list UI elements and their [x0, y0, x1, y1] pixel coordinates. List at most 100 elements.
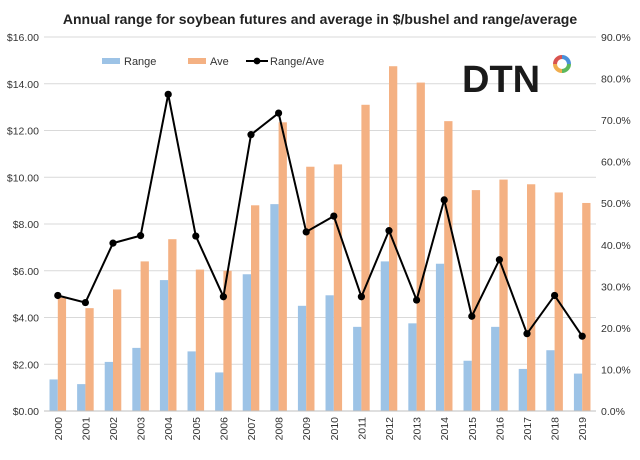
line-point — [302, 228, 310, 236]
bar-ave — [57, 297, 67, 411]
bar-ave — [416, 82, 425, 412]
bar-ave — [582, 202, 591, 411]
bar-range — [104, 361, 113, 411]
line-point — [495, 256, 503, 264]
line-point — [330, 212, 338, 220]
bar-ave — [85, 308, 94, 411]
line-point — [275, 109, 283, 117]
y-right-tick-label: 20.0% — [601, 323, 631, 335]
legend-swatch — [102, 58, 120, 64]
bar-range — [215, 372, 224, 411]
x-tick-label: 2014 — [439, 417, 451, 441]
line-point — [413, 296, 421, 304]
x-tick-label: 2012 — [384, 417, 396, 441]
line-point — [247, 131, 255, 139]
line-point — [137, 232, 145, 240]
x-tick-label: 2008 — [274, 417, 286, 441]
x-tick-label: 2002 — [108, 417, 120, 441]
y-left-tick-label: $14.00 — [7, 79, 39, 91]
y-right-tick-label: 40.0% — [601, 240, 631, 252]
bar-ave — [278, 122, 287, 411]
bar-range — [77, 384, 86, 411]
x-tick-label: 2010 — [329, 417, 341, 441]
bar-ave — [251, 205, 260, 411]
x-tick-label: 2009 — [301, 417, 313, 441]
line-point — [357, 293, 365, 301]
y-right-tick-label: 80.0% — [601, 74, 631, 86]
line-point — [54, 291, 62, 300]
y-left-tick-label: $6.00 — [13, 266, 39, 278]
bar-range — [49, 379, 58, 411]
x-tick-label: 2003 — [136, 417, 148, 441]
legend-label: Range — [124, 56, 156, 68]
bar-range — [297, 305, 307, 411]
bar-range — [546, 350, 555, 411]
bar-range — [132, 347, 141, 411]
bar-range — [491, 326, 500, 411]
legend-label: Range/Ave — [270, 56, 324, 68]
y-left-tick-label: $0.00 — [13, 406, 39, 418]
bar-range — [270, 204, 279, 411]
bar-range — [573, 373, 583, 411]
line-point — [440, 196, 448, 204]
line-point — [219, 293, 227, 301]
bar-ave — [306, 166, 315, 411]
logo-ring-segment — [561, 55, 571, 65]
line-point — [81, 298, 89, 307]
line-point — [468, 312, 476, 320]
logo-ring-segment — [561, 63, 571, 73]
axes-layer: $0.00 $2.00 $4.00 $6.00 $8.00 $10.00 $12.00 $14… — [7, 32, 631, 440]
legend-marker — [253, 57, 261, 65]
bar-range — [242, 274, 251, 411]
x-tick-label: 2007 — [246, 417, 258, 441]
y-left-tick-label: $8.00 — [13, 219, 39, 231]
bar-ave — [333, 164, 343, 411]
y-right-tick-label: 30.0% — [601, 281, 631, 293]
x-tick-label: 2015 — [467, 417, 479, 441]
bar-ave — [444, 121, 453, 412]
y-right-tick-label: 70.0% — [601, 115, 631, 127]
chart-title: Annual range for soybean futures and ave… — [63, 11, 577, 27]
bar-ave — [471, 190, 481, 411]
bar-range — [325, 295, 334, 411]
bar-range — [159, 280, 169, 411]
x-tick-label: 2016 — [494, 417, 506, 441]
y-left-tick-label: $2.00 — [13, 359, 39, 371]
line-point — [385, 227, 393, 235]
x-tick-label: 2001 — [80, 417, 92, 441]
line-point — [551, 291, 559, 300]
y-left-tick-label: $16.00 — [7, 32, 39, 44]
legend-swatch — [188, 58, 206, 64]
line-layer — [54, 90, 586, 340]
y-right-tick-label: 0.0% — [601, 406, 625, 418]
bar-range — [518, 368, 527, 411]
bar-range — [380, 261, 389, 411]
dtn-logo: DTN — [462, 55, 571, 101]
bar-range — [435, 263, 445, 411]
bar-ave — [140, 261, 149, 411]
bar-range — [463, 360, 472, 411]
bar-ave — [113, 289, 122, 411]
bars-layer — [49, 66, 591, 412]
bar-range — [187, 351, 196, 411]
grid-lines — [44, 36, 596, 365]
x-tick-label: 2000 — [53, 417, 65, 441]
line-point — [192, 232, 200, 240]
bar-ave — [499, 179, 508, 411]
y-right-tick-label: 50.0% — [601, 198, 631, 210]
legend-label: Ave — [210, 56, 229, 68]
y-left-tick-label: $12.00 — [7, 126, 39, 138]
logo-ring-segment — [553, 55, 563, 65]
x-tick-label: 2004 — [163, 417, 175, 441]
line-range-ave — [57, 94, 584, 337]
y-right-tick-label: 10.0% — [601, 364, 631, 376]
x-tick-label: 2013 — [412, 417, 424, 441]
line-point — [523, 330, 531, 338]
bar-ave — [195, 269, 205, 411]
dtn-logo-text: DTN — [462, 59, 540, 101]
x-tick-label: 2017 — [522, 417, 534, 441]
bar-ave — [527, 184, 536, 411]
x-tick-label: 2005 — [191, 417, 203, 441]
